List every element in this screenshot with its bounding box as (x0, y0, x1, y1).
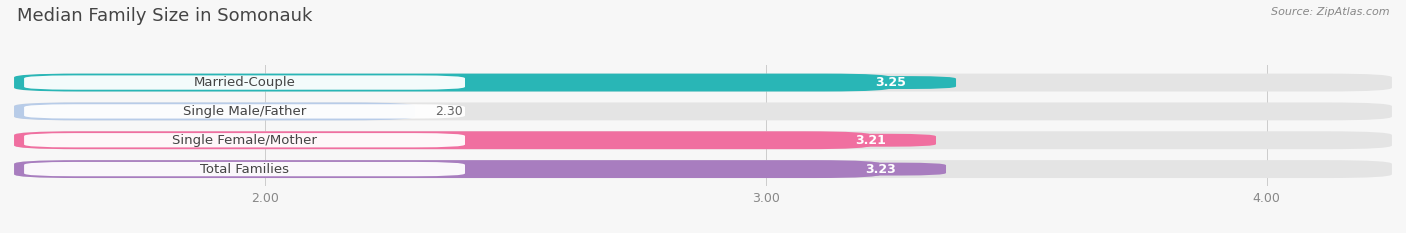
Text: Source: ZipAtlas.com: Source: ZipAtlas.com (1271, 7, 1389, 17)
Text: Total Families: Total Families (200, 163, 290, 176)
FancyBboxPatch shape (815, 163, 946, 175)
FancyBboxPatch shape (24, 104, 465, 119)
FancyBboxPatch shape (14, 103, 1392, 120)
FancyBboxPatch shape (14, 74, 1392, 92)
FancyBboxPatch shape (14, 131, 870, 149)
Text: Median Family Size in Somonauk: Median Family Size in Somonauk (17, 7, 312, 25)
FancyBboxPatch shape (14, 131, 1392, 149)
FancyBboxPatch shape (14, 74, 891, 92)
FancyBboxPatch shape (14, 160, 1392, 178)
Text: Married-Couple: Married-Couple (194, 76, 295, 89)
FancyBboxPatch shape (14, 160, 882, 178)
FancyBboxPatch shape (24, 133, 465, 147)
FancyBboxPatch shape (24, 162, 465, 176)
Text: 3.25: 3.25 (876, 76, 907, 89)
FancyBboxPatch shape (14, 103, 415, 120)
Text: 3.21: 3.21 (855, 134, 886, 147)
Text: Single Male/Father: Single Male/Father (183, 105, 307, 118)
Text: 2.30: 2.30 (434, 105, 463, 118)
FancyBboxPatch shape (24, 75, 465, 90)
FancyBboxPatch shape (806, 134, 936, 147)
FancyBboxPatch shape (825, 76, 956, 89)
Text: 3.23: 3.23 (866, 163, 896, 176)
Text: Single Female/Mother: Single Female/Mother (172, 134, 316, 147)
